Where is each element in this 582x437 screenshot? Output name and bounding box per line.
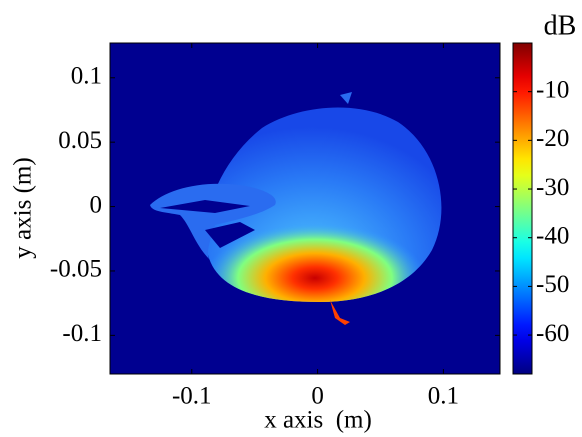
heatmap-field <box>110 43 500 374</box>
x-tick-label: 0.1 <box>428 383 459 410</box>
x-tick-label: -0.1 <box>172 383 212 410</box>
colorbar-tick-label: -10 <box>536 76 569 103</box>
x-tick-label: 0 <box>311 383 324 410</box>
colorbar <box>512 42 533 375</box>
y-tick-label: 0.05 <box>58 127 102 154</box>
x-axis-label: x axis (m) <box>264 407 372 434</box>
y-tick-label: 0.1 <box>71 63 102 90</box>
y-tick-label: -0.1 <box>62 320 102 347</box>
colorbar-tick-label: -20 <box>536 125 569 152</box>
colorbar-tick-label: -40 <box>536 222 569 249</box>
y-tick-label: 0 <box>90 191 103 218</box>
colorbar-tick-label: -50 <box>536 271 569 298</box>
plot-frame <box>109 42 501 375</box>
colorbar-tick-label: -30 <box>536 174 569 201</box>
colorbar-tick-label: -60 <box>536 320 569 347</box>
y-axis-label: y axis (m) <box>10 157 37 258</box>
y-tick-label: -0.05 <box>50 256 102 283</box>
colorbar-label: dB <box>544 10 577 41</box>
